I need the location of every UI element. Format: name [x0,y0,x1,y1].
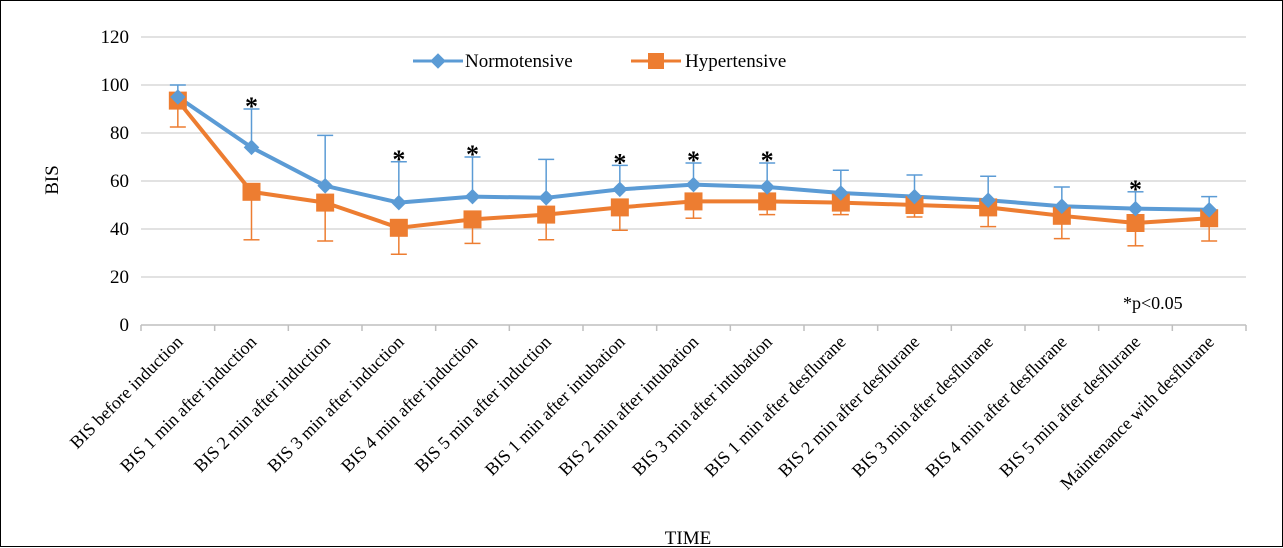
x-tick-label: BIS 1 min after desflurane [700,332,849,481]
y-tick-40: 40 [110,219,129,240]
y-tick-20: 20 [110,267,129,288]
x-tick-label: BIS 2 min after desflurane [774,332,923,481]
legend-item-hypertensive: Hypertensive [631,51,786,72]
significance-asterisk: * [613,148,626,177]
y-axis-title: BIS [42,165,63,195]
marker-normotensive [980,192,996,208]
significance-asterisk: * [687,146,700,175]
marker-normotensive [685,176,702,193]
x-tick-label: BIS 4 min after desflurane [921,332,1070,481]
marker-normotensive [759,179,775,195]
x-tick-label: BIS 4 min after induction [337,332,481,476]
marker-normotensive [391,194,407,211]
x-tick-label: BIS 3 min after desflurane [848,332,997,481]
marker-hypertensive [463,210,482,229]
y-tick-0: 0 [120,315,130,336]
marker-normotensive [317,178,333,194]
x-tick-label: Maintenance with desflurane [1056,332,1218,494]
significance-asterisk: * [392,145,405,174]
legend-marker-normotensive [430,53,446,69]
marker-hypertensive [1200,209,1219,228]
x-tick-label: BIS 5 min after induction [411,332,555,476]
marker-normotensive [538,190,554,206]
marker-hypertensive [610,198,629,217]
marker-normotensive [906,188,923,205]
y-tick-120: 120 [101,27,130,48]
x-tick-label: BIS 2 min after intubation [555,332,703,480]
marker-hypertensive [1052,206,1071,225]
marker-hypertensive [831,193,850,212]
significance-asterisk: * [1129,175,1142,204]
significance-asterisk: * [245,92,258,121]
marker-normotensive [612,181,628,198]
x-tick-label: BIS 5 min after desflurane [995,332,1144,481]
marker-hypertensive [684,192,703,211]
marker-hypertensive [242,182,261,201]
marker-hypertensive [758,192,777,211]
marker-normotensive [1127,200,1144,217]
significance-asterisk: * [761,146,774,175]
x-tick-label: BIS 2 min after induction [190,332,334,476]
y-tick-80: 80 [110,123,129,144]
significance-markers: * * * * * * * [245,92,1142,204]
y-tick-100: 100 [101,75,130,96]
marker-hypertensive [905,196,924,214]
y-tick-labels: 0 20 40 60 80 100 120 [101,27,130,336]
significance-note: *p<0.05 [1123,293,1183,313]
legend: Normotensive Hypertensive [413,51,786,72]
marker-normotensive [243,139,260,156]
marker-hypertensive [389,218,408,237]
marker-normotensive [1054,198,1070,214]
series-markers [168,89,1219,237]
marker-hypertensive [537,205,556,224]
x-tick-label: BIS 3 min after induction [263,332,407,476]
marker-normotensive [1201,202,1217,218]
legend-item-normotensive: Normotensive [413,51,573,72]
marker-normotensive [464,188,481,205]
legend-marker-hypertensive [648,53,664,69]
x-tick-label: BIS 1 min after intubation [481,332,629,480]
marker-hypertensive [316,193,335,212]
x-axis-title: TIME [665,528,711,548]
y-tick-60: 60 [110,171,129,192]
marker-normotensive [170,89,186,105]
significance-asterisk: * [466,140,479,169]
legend-label-normotensive: Normotensive [465,51,573,72]
marker-normotensive [833,185,849,201]
marker-hypertensive [1126,214,1145,232]
legend-label-hypertensive: Hypertensive [685,51,786,72]
x-tick-label: BIS 3 min after intubation [628,332,776,480]
x-tick-label: BIS 1 min after induction [116,332,260,476]
